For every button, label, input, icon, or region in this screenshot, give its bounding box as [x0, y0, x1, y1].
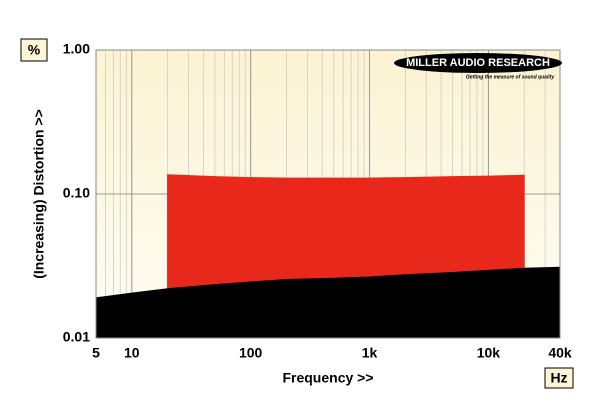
x-units-label: Hz: [550, 370, 567, 386]
y-tick-label: 1.00: [63, 41, 90, 57]
logo-title: MILLER AUDIO RESEARCH: [406, 57, 550, 69]
area: [95, 266, 561, 339]
x-axis-label: Frequency >>: [282, 370, 373, 386]
logo-badge: [394, 53, 562, 73]
y-tick-label: 0.01: [63, 329, 90, 345]
units-label: %: [28, 42, 41, 58]
units-box: [20, 38, 48, 62]
plot-frame: [95, 49, 561, 339]
x-tick-label: 100: [239, 345, 263, 361]
y-axis-label: (Increasing) Distortion >>: [31, 109, 47, 279]
x-tick-label: 40k: [548, 345, 572, 361]
x-tick-label: 1k: [362, 345, 378, 361]
x-tick-label: 10k: [477, 345, 501, 361]
y-tick-label: 0.10: [63, 185, 90, 201]
plot: [95, 49, 561, 339]
x-units-box: [544, 367, 574, 389]
x-tick-label: 5: [92, 345, 100, 361]
x-tick-label: 10: [124, 345, 140, 361]
logo-tagline: Getting the measure of sound quality: [466, 74, 555, 80]
